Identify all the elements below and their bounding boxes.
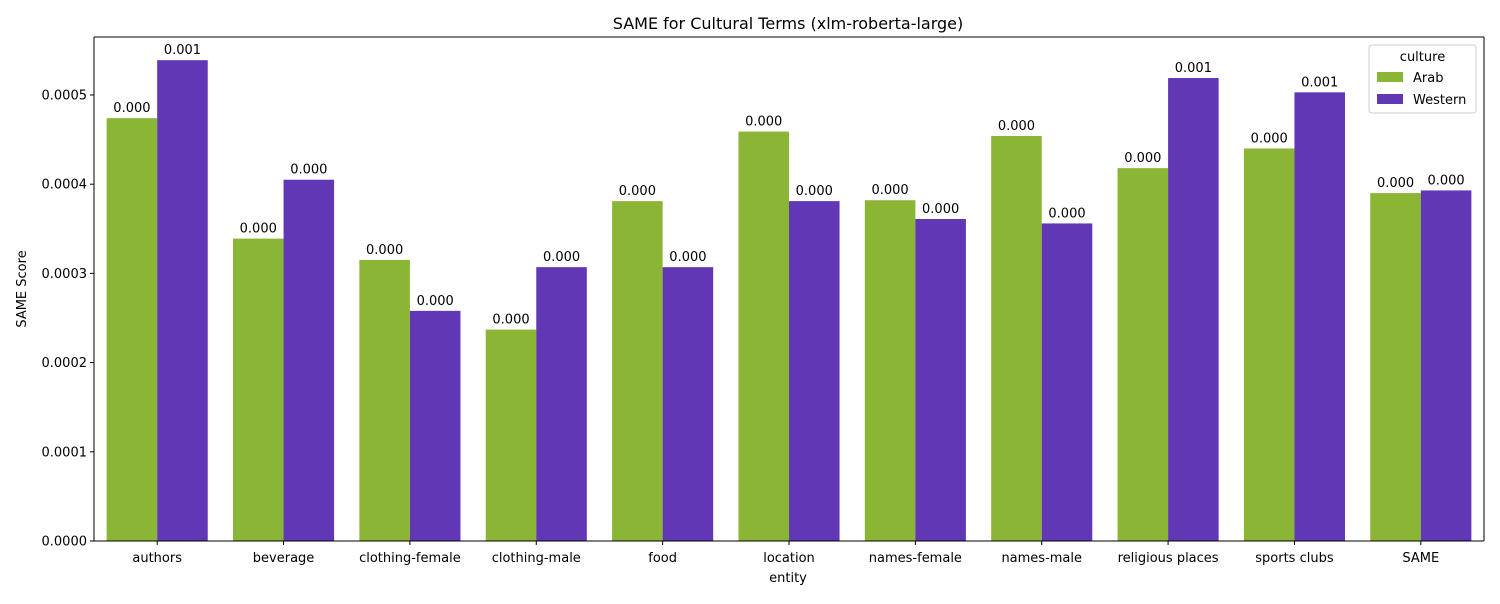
bar-arab-10 bbox=[1243, 148, 1295, 541]
bar-western-11 bbox=[1420, 190, 1472, 541]
bar-arab-11 bbox=[1370, 193, 1421, 542]
data-labels-layer: 0.000 0.001 0.000 0.000 0.000 0.000 0.000 0.000… bbox=[113, 43, 1464, 327]
legend-label-western: Western bbox=[1413, 93, 1466, 108]
bars-layer bbox=[106, 60, 1472, 542]
bar-western-5 bbox=[662, 267, 714, 541]
bar-western-3 bbox=[409, 310, 461, 541]
x-tick-label: names-male bbox=[1001, 551, 1082, 566]
data-label-arab-2: 0.000 bbox=[240, 222, 277, 237]
bar-arab-1 bbox=[106, 118, 158, 542]
data-label-arab-5: 0.000 bbox=[619, 184, 656, 199]
bar-western-6 bbox=[789, 201, 840, 541]
data-label-western-2: 0.000 bbox=[290, 163, 327, 178]
data-label-arab-3: 0.000 bbox=[366, 243, 403, 258]
data-label-western-10: 0.001 bbox=[1301, 75, 1338, 90]
y-axis-label: SAME Score bbox=[15, 250, 30, 327]
data-label-arab-8: 0.000 bbox=[998, 119, 1035, 134]
bar-western-10 bbox=[1294, 92, 1345, 541]
data-label-arab-10: 0.000 bbox=[1251, 132, 1288, 147]
x-tick-label: food bbox=[648, 551, 677, 566]
x-tick-label: religious places bbox=[1118, 551, 1219, 566]
x-tick-label: SAME bbox=[1402, 551, 1439, 566]
legend-label-arab: Arab bbox=[1413, 71, 1443, 86]
y-tick-label: 0.0001 bbox=[42, 445, 88, 460]
chart-title: SAME for Cultural Terms (xlm-roberta-lar… bbox=[613, 14, 964, 33]
data-label-western-8: 0.000 bbox=[1048, 206, 1085, 221]
bar-arab-6 bbox=[738, 131, 789, 541]
data-label-arab-9: 0.000 bbox=[1124, 151, 1161, 166]
axes-layer: 0.0000 0.0001 0.0002 0.0003 0.0004 0.0005 auth… bbox=[42, 36, 1485, 566]
bar-arab-4 bbox=[485, 329, 537, 541]
data-label-western-4: 0.000 bbox=[543, 250, 580, 265]
data-label-arab-1: 0.000 bbox=[113, 101, 150, 116]
x-tick-label: beverage bbox=[253, 551, 315, 566]
bar-arab-2 bbox=[233, 238, 284, 541]
data-label-western-1: 0.001 bbox=[164, 43, 201, 58]
legend-swatch-arab bbox=[1377, 72, 1403, 82]
data-label-arab-4: 0.000 bbox=[492, 313, 529, 328]
x-tick-label: names-female bbox=[869, 551, 962, 566]
y-tick-label: 0.0004 bbox=[42, 178, 88, 193]
y-tick-label: 0.0000 bbox=[42, 535, 88, 550]
data-label-western-9: 0.001 bbox=[1175, 61, 1212, 76]
y-tick-label: 0.0002 bbox=[42, 356, 88, 371]
bar-western-9 bbox=[1168, 78, 1219, 541]
bar-western-7 bbox=[915, 218, 966, 542]
bar-arab-5 bbox=[612, 201, 663, 541]
y-tick-label: 0.0003 bbox=[42, 267, 88, 282]
legend-swatch-western bbox=[1377, 94, 1403, 104]
bar-arab-7 bbox=[864, 200, 916, 542]
x-axis-label: entity bbox=[769, 571, 807, 586]
y-tick-label: 0.0005 bbox=[42, 88, 88, 103]
data-label-western-3: 0.000 bbox=[417, 294, 454, 309]
bar-western-1 bbox=[157, 60, 208, 541]
x-tick-label: clothing-female bbox=[359, 551, 461, 566]
legend: culture Arab Western bbox=[1368, 44, 1477, 114]
bar-western-2 bbox=[283, 179, 335, 542]
bar-arab-8 bbox=[991, 136, 1042, 541]
data-label-arab-11: 0.000 bbox=[1377, 176, 1414, 191]
x-tick-label: location bbox=[763, 551, 815, 566]
x-tick-label: sports clubs bbox=[1255, 551, 1334, 566]
data-label-arab-6: 0.000 bbox=[745, 115, 782, 130]
data-label-western-6: 0.000 bbox=[796, 184, 833, 199]
bar-western-8 bbox=[1041, 223, 1093, 541]
x-tick-label: clothing-male bbox=[492, 551, 581, 566]
data-label-western-11: 0.000 bbox=[1427, 173, 1464, 188]
data-label-western-5: 0.000 bbox=[669, 250, 706, 265]
data-label-western-7: 0.000 bbox=[922, 202, 959, 217]
legend-title: culture bbox=[1400, 50, 1445, 65]
data-label-arab-7: 0.000 bbox=[871, 183, 908, 198]
bar-western-4 bbox=[536, 267, 587, 541]
x-tick-label: authors bbox=[132, 551, 182, 566]
bar-arab-3 bbox=[359, 260, 410, 541]
bar-arab-9 bbox=[1117, 168, 1169, 541]
